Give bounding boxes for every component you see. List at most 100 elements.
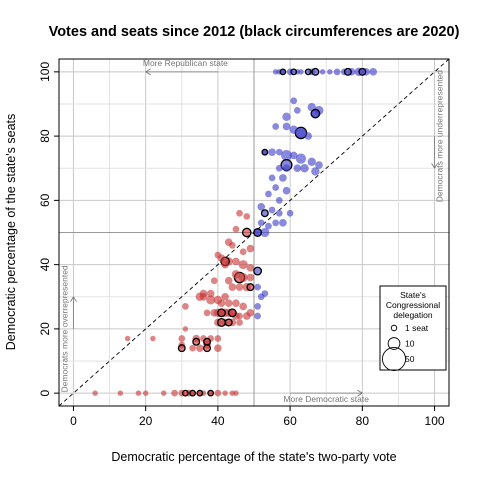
data-point bbox=[92, 390, 98, 396]
data-point-2020 bbox=[217, 308, 226, 318]
data-point bbox=[239, 302, 247, 311]
data-point-2020 bbox=[181, 389, 189, 397]
data-point bbox=[272, 123, 280, 130]
data-point-2020 bbox=[253, 228, 263, 237]
data-point bbox=[206, 295, 216, 305]
legend-symbol bbox=[381, 346, 407, 372]
data-point bbox=[236, 209, 243, 217]
data-point bbox=[124, 335, 131, 342]
data-point bbox=[272, 184, 280, 191]
data-point bbox=[210, 277, 218, 285]
data-point bbox=[268, 148, 276, 156]
data-point bbox=[182, 303, 189, 310]
data-point bbox=[236, 319, 243, 326]
data-point-2020 bbox=[203, 337, 212, 346]
arrowhead bbox=[70, 296, 77, 302]
x-tick-label: 20 bbox=[139, 414, 153, 428]
chart-title: Votes and seats since 2012 (black circum… bbox=[49, 24, 460, 40]
y-tick-label: 60 bbox=[38, 193, 52, 207]
data-point bbox=[257, 219, 265, 227]
data-point-2020 bbox=[189, 389, 197, 397]
data-point-2020 bbox=[192, 337, 201, 346]
data-point bbox=[275, 197, 283, 204]
data-point bbox=[311, 167, 320, 176]
data-point bbox=[224, 276, 233, 285]
data-point bbox=[189, 344, 196, 352]
data-point bbox=[304, 132, 312, 140]
data-point bbox=[265, 222, 272, 230]
x-tick-label: 60 bbox=[283, 414, 297, 428]
data-point-2020 bbox=[224, 318, 233, 327]
data-point bbox=[246, 273, 255, 282]
data-point bbox=[296, 128, 306, 138]
data-point bbox=[275, 148, 283, 156]
data-point bbox=[232, 225, 240, 233]
data-point bbox=[333, 68, 341, 76]
data-point bbox=[233, 390, 239, 396]
plot-frame bbox=[58, 58, 450, 407]
data-point bbox=[290, 97, 298, 105]
data-point bbox=[268, 174, 276, 182]
data-point bbox=[254, 312, 261, 320]
data-point bbox=[275, 164, 283, 172]
data-point bbox=[279, 219, 287, 227]
data-point bbox=[298, 69, 304, 75]
data-point bbox=[315, 161, 323, 169]
data-point bbox=[282, 186, 291, 195]
data-point bbox=[286, 209, 294, 217]
data-point bbox=[231, 270, 241, 279]
y-tick-label: 20 bbox=[38, 322, 52, 336]
data-point-2020 bbox=[311, 67, 320, 76]
legend-title: Congressional bbox=[386, 300, 440, 310]
data-point bbox=[214, 344, 222, 352]
data-point bbox=[221, 292, 229, 301]
data-point bbox=[214, 335, 222, 342]
x-axis-label: Democratic percentage of the state's two… bbox=[111, 450, 396, 464]
data-point bbox=[254, 283, 261, 291]
data-point bbox=[199, 292, 208, 301]
data-point-2020 bbox=[246, 283, 255, 292]
data-point bbox=[171, 389, 178, 397]
data-point bbox=[221, 260, 229, 269]
more-democratic-label: More Democratic state bbox=[283, 394, 369, 404]
y-axis-label: Democratic percentage of the state's sea… bbox=[4, 114, 18, 351]
data-point bbox=[289, 151, 298, 160]
data-point bbox=[246, 264, 255, 272]
data-point bbox=[160, 390, 167, 396]
data-point bbox=[210, 309, 219, 317]
arrowhead bbox=[431, 163, 438, 169]
data-point bbox=[369, 68, 377, 76]
data-point bbox=[214, 251, 222, 259]
data-point bbox=[254, 303, 261, 310]
data-point bbox=[239, 248, 247, 256]
data-point-2020 bbox=[207, 389, 215, 397]
data-point bbox=[282, 112, 291, 122]
data-point bbox=[178, 335, 186, 342]
data-point-2020 bbox=[310, 108, 321, 119]
y-tick-label: 100 bbox=[38, 62, 52, 82]
data-points bbox=[92, 67, 377, 397]
data-point bbox=[282, 122, 291, 131]
legend-label: 1 seat bbox=[405, 323, 429, 333]
data-point-2020 bbox=[253, 266, 263, 276]
data-point bbox=[232, 257, 240, 266]
data-point-2020 bbox=[261, 148, 269, 156]
data-point bbox=[135, 390, 142, 396]
data-point bbox=[282, 164, 291, 173]
annotations: More Republican state More Democratic sta… bbox=[59, 58, 444, 404]
data-point bbox=[327, 69, 333, 75]
x-tick-label: 0 bbox=[70, 414, 77, 428]
data-point bbox=[222, 390, 228, 396]
data-point-2020 bbox=[196, 389, 204, 397]
data-point bbox=[224, 299, 233, 307]
data-point bbox=[257, 202, 266, 211]
data-point-2020 bbox=[203, 344, 212, 353]
data-point bbox=[293, 107, 301, 114]
data-point bbox=[203, 309, 211, 317]
data-point bbox=[235, 283, 244, 291]
x-tick-label: 80 bbox=[356, 414, 370, 428]
data-point bbox=[281, 149, 292, 161]
data-point-2020 bbox=[177, 344, 186, 353]
